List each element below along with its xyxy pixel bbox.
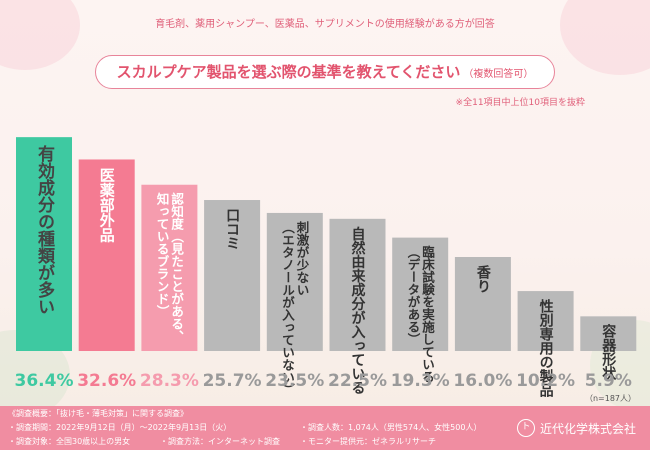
bar-chart: 有効成分の種類が多い 36.4% 医薬部外品 32.6% 認知度（見たことがある、知って… [15,137,637,398]
bar-2 [78,159,135,351]
survey-provider: ・モニター提供元：ゼネラルリサーチ [300,437,436,446]
bar-8 [454,257,511,351]
value-label-10: 5.9% [585,371,632,391]
value-label-8: 16.0% [453,371,512,391]
bar-label-10: 容器形状 [600,324,617,382]
question-title: スカルプケア製品を選ぶ際の基準を教えてください [116,63,461,81]
bar-label-3-line-1: 認知度（見たことがある、 [169,192,184,343]
bar-label-8: 香り [475,264,492,293]
survey-footer: 《調査概要：「抜け毛・薄毛対策」に関する調査》 ・調査期間：2022年9月12日… [0,406,650,450]
bar-9 [517,291,574,351]
selection-note: ※全11項目中上位10項目を抜粋 [455,98,585,108]
company-logo: ト 近代化学株式会社 [516,419,636,437]
respondent-note: 育毛剤、薬用シャンプー、医薬品、サプリメントの使用経験がある方が回答 [155,19,495,30]
value-label-5: 23.5% [265,371,324,391]
value-label-1: 36.4% [15,371,74,391]
bar-label-6: 自然由来成分が入っている [350,226,367,395]
survey-target: ・調査対象：全国30歳以上の男女 [8,437,131,446]
bar-label-9: 性別専用の製品 [538,298,555,398]
bar-label-2: 医薬部外品 [98,167,116,243]
bar-4 [204,200,261,351]
value-label-9: 10.2% [516,371,575,391]
bar-6 [329,218,386,351]
survey-title: 《調査概要：「抜け毛・薄毛対策」に関する調査》 [8,409,188,418]
question-suffix: （複数回答可） [463,69,534,80]
bar-label-5-line-1: 刺激が少ない [295,220,310,296]
bar-label-4: 口コミ [224,208,240,250]
value-label-7: 19.3% [391,371,450,391]
question-box: スカルプケア製品を選ぶ際の基準を教えてください （複数回答可） [95,55,555,89]
bar-label-3-line-2: 知っているブランド） [155,192,170,318]
company-name: 近代化学株式会社 [539,421,636,436]
bar-label-7-line-1: 臨床試験を実施している [420,245,435,383]
survey-method: ・調査方法：インターネット調査 [160,437,280,446]
survey-count: ・調査人数：1,074人（男性574人、女性500人） [300,423,482,432]
value-label-4: 25.7% [203,371,262,391]
bar-10 [580,316,637,351]
value-label-6: 22.5% [328,371,387,391]
bar-1 [16,137,72,351]
sample-size-note: （n=187人） [584,394,636,403]
bar-label-5-line-2: （エタノールが入っていない） [280,221,295,396]
bar-5 [266,212,323,351]
value-label-2: 32.6% [77,371,136,391]
bar-3 [141,184,198,351]
bar-label-7-line-2: （データがある） [405,246,420,346]
value-label-3: 28.3% [140,371,199,391]
company-logo-icon: ト [516,419,535,437]
survey-period: ・調査期間：2022年9月12日（月）〜2022年9月13日（火） [8,423,232,432]
bar-7 [392,237,449,351]
bar-label-1: 有効成分の種類が多い [34,144,56,315]
